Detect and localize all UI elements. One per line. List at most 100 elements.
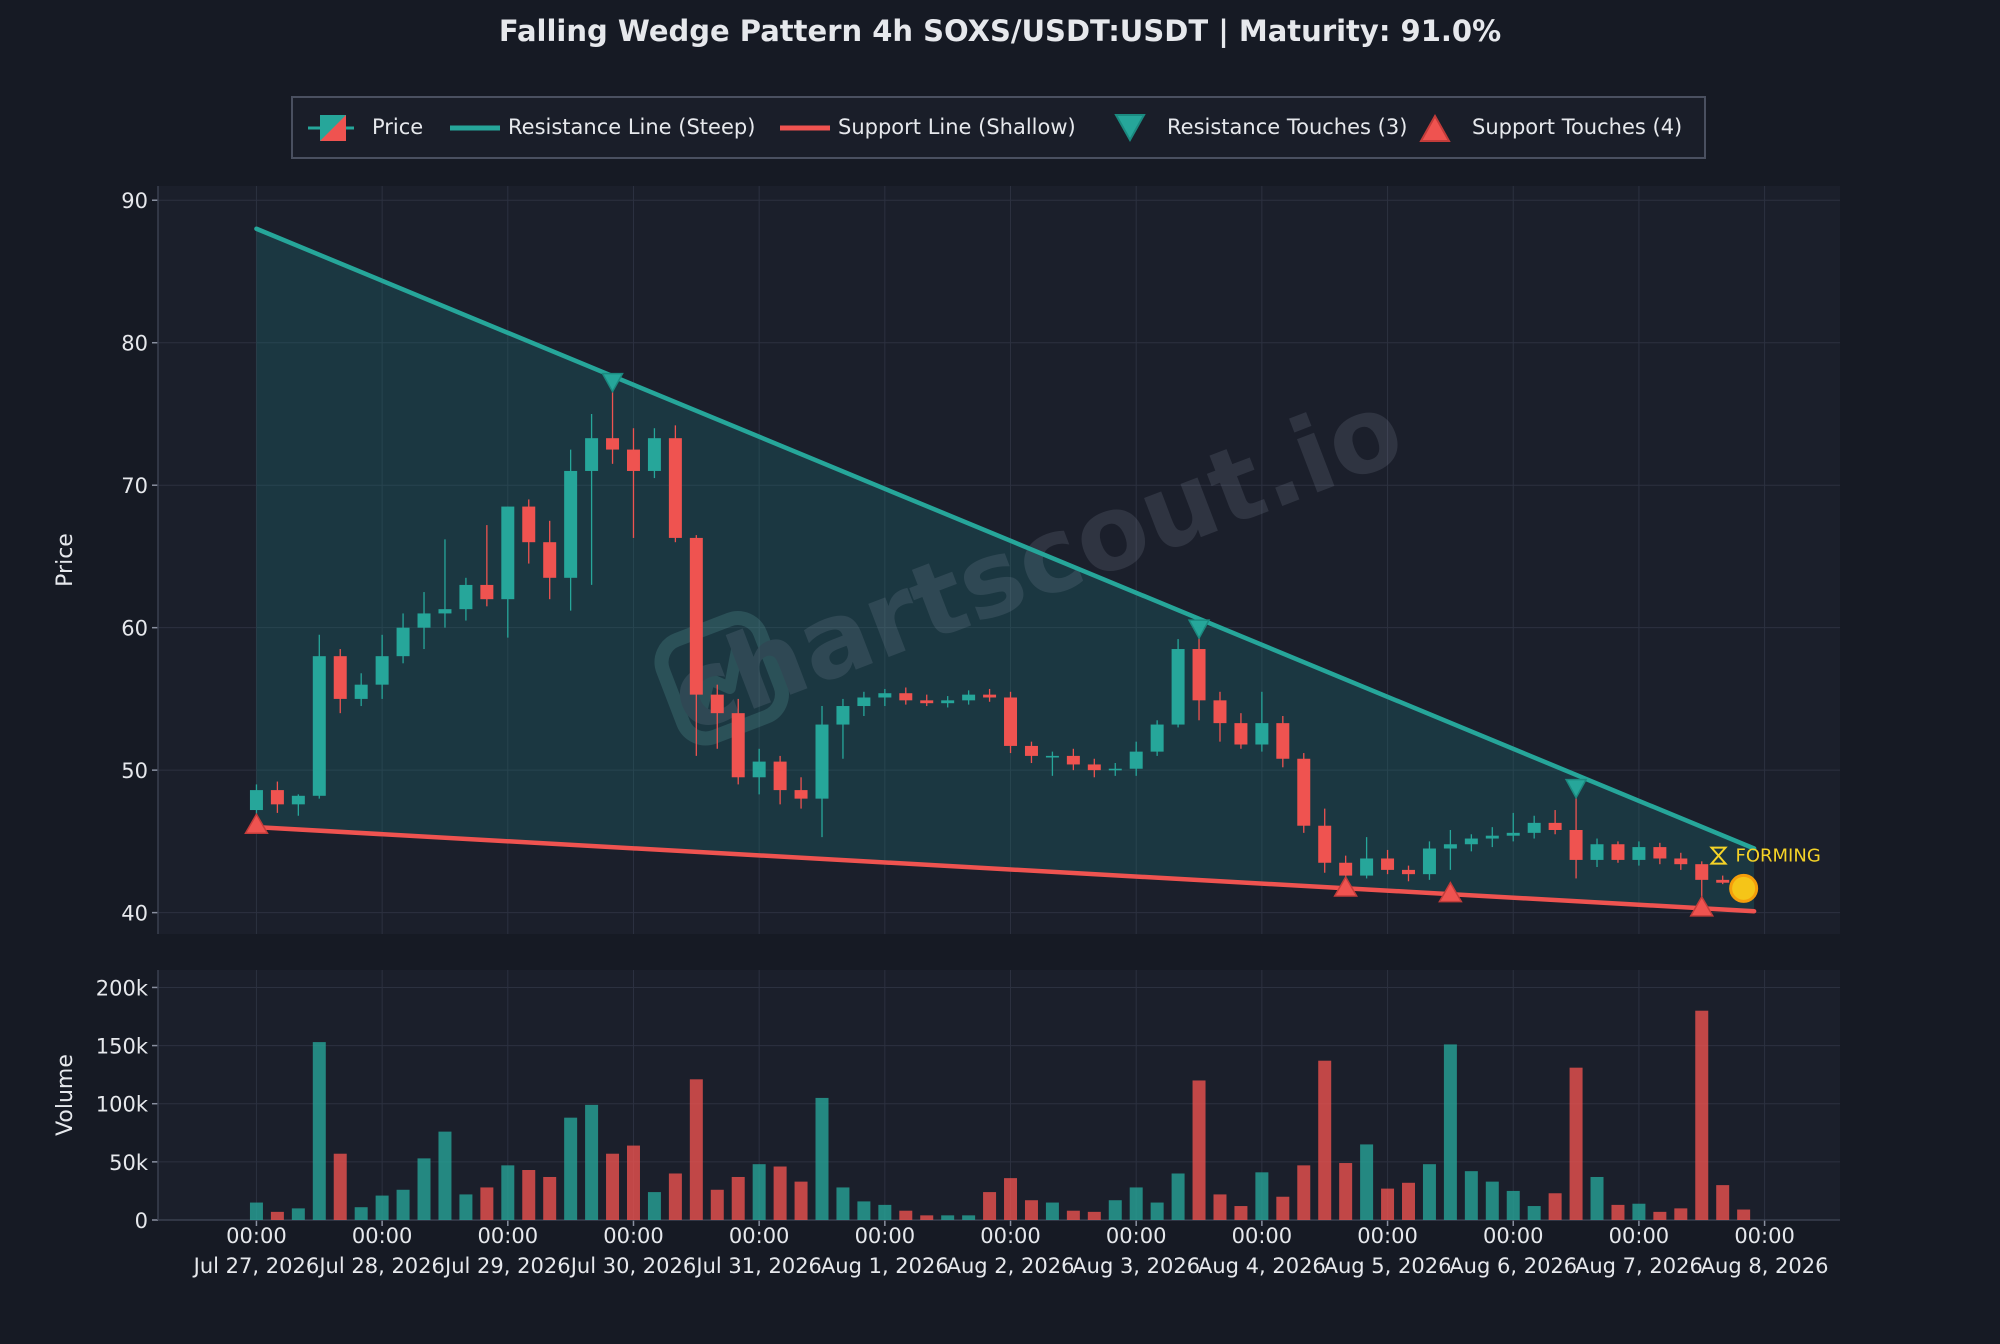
candle-body bbox=[1506, 832, 1520, 836]
volume-bar-up bbox=[1485, 1181, 1499, 1220]
candle-up bbox=[1632, 841, 1646, 866]
x-tick-time-label: 00:00 bbox=[980, 1224, 1041, 1248]
candle-up bbox=[417, 592, 431, 650]
candle-down bbox=[1024, 741, 1038, 764]
candle-body bbox=[459, 584, 473, 610]
candle-up bbox=[941, 696, 955, 708]
volume-bar-down bbox=[626, 1145, 640, 1220]
volume-bar-up bbox=[1506, 1190, 1520, 1220]
x-tick-date-label: Aug 5, 2026 bbox=[1324, 1254, 1452, 1278]
candle-body bbox=[417, 613, 431, 628]
candle-up bbox=[354, 673, 368, 707]
volume-bar-down bbox=[731, 1176, 745, 1220]
candle-body bbox=[1653, 847, 1667, 859]
candle-down bbox=[1066, 748, 1080, 771]
volume-bar-down bbox=[983, 1192, 997, 1220]
volume-tick-label: 50k bbox=[109, 1151, 149, 1175]
candle-body bbox=[1150, 724, 1164, 752]
volume-bar-up bbox=[1422, 1164, 1436, 1220]
x-tick-time-label: 00:00 bbox=[1609, 1224, 1670, 1248]
candle-down bbox=[270, 781, 284, 813]
volume-bar-down bbox=[480, 1187, 494, 1220]
candle-up bbox=[1150, 720, 1164, 756]
x-tick-date-label: Jul 29, 2026 bbox=[443, 1254, 571, 1278]
resistance-line bbox=[254, 226, 1757, 851]
volume-bar-down bbox=[1276, 1196, 1290, 1220]
candle-body bbox=[585, 438, 599, 471]
candle-body bbox=[1381, 858, 1395, 870]
volume-bar-down bbox=[920, 1215, 934, 1220]
volume-bar-up bbox=[438, 1131, 452, 1220]
candle-body bbox=[1485, 835, 1499, 839]
candle-body bbox=[1464, 838, 1478, 845]
volume-tick-label: 100k bbox=[96, 1093, 149, 1117]
candle-body bbox=[1527, 822, 1541, 833]
candle-body bbox=[815, 724, 829, 799]
candle-down bbox=[1318, 808, 1332, 873]
volume-bar-up bbox=[1129, 1187, 1143, 1220]
candle-body bbox=[1674, 858, 1688, 865]
legend-label-support-line: Support Line (Shallow) bbox=[838, 115, 1076, 139]
candle-body bbox=[794, 790, 808, 799]
candle-down bbox=[1569, 790, 1583, 879]
volume-bar-up bbox=[647, 1192, 661, 1220]
price-tick-label: 60 bbox=[121, 617, 148, 641]
price-plot-area bbox=[158, 186, 1840, 934]
price-tick-label: 70 bbox=[121, 474, 148, 498]
candle-up bbox=[1422, 841, 1436, 880]
candle-body bbox=[1632, 847, 1646, 860]
x-tick-date-label: Jul 27, 2026 bbox=[192, 1254, 320, 1278]
candle-up bbox=[1506, 812, 1520, 842]
candle-up bbox=[501, 506, 515, 638]
volume-tick-label: 150k bbox=[96, 1035, 149, 1059]
candle-down bbox=[689, 535, 703, 756]
candle-body bbox=[1234, 723, 1248, 745]
x-tick-time-label: 00:00 bbox=[1483, 1224, 1544, 1248]
candle-body bbox=[1422, 848, 1436, 875]
x-tick-time-label: 00:00 bbox=[352, 1224, 413, 1248]
volume-bar-down bbox=[1402, 1182, 1415, 1220]
candle-up bbox=[396, 613, 410, 664]
candle-down bbox=[668, 425, 682, 543]
down-triangle-legend-icon bbox=[1114, 114, 1146, 143]
volume-bar-down bbox=[333, 1153, 347, 1220]
candle-body bbox=[962, 694, 976, 701]
x-tick-time-label: 00:00 bbox=[1232, 1224, 1293, 1248]
candle-body bbox=[1087, 764, 1101, 771]
candle-body bbox=[920, 700, 934, 704]
candle-body bbox=[857, 697, 871, 707]
volume-bar-down bbox=[1737, 1209, 1751, 1220]
legend-item-resistance-line: Resistance Line (Steep) bbox=[450, 115, 755, 139]
candle-body bbox=[438, 609, 452, 614]
volume-bar-down bbox=[1339, 1163, 1353, 1220]
candle-down bbox=[1297, 753, 1311, 833]
volume-bar-down bbox=[1695, 1010, 1709, 1220]
candle-body bbox=[1695, 864, 1709, 880]
candle-down bbox=[1004, 691, 1018, 754]
candle-down bbox=[1234, 713, 1248, 749]
x-tick-time-label: 00:00 bbox=[855, 1224, 916, 1248]
candle-body bbox=[1548, 822, 1562, 830]
candle-down bbox=[773, 755, 787, 805]
x-tick-date-label: Aug 1, 2026 bbox=[821, 1254, 949, 1278]
candle-body bbox=[1611, 844, 1625, 860]
candle-body bbox=[1443, 844, 1457, 849]
candle-down bbox=[522, 499, 536, 564]
candle-body bbox=[1255, 723, 1269, 745]
candle-up bbox=[878, 688, 892, 707]
candle-body bbox=[1024, 745, 1038, 756]
volume-bar-down bbox=[1653, 1211, 1667, 1220]
candle-body bbox=[1192, 649, 1206, 701]
x-tick-date-label: Aug 4, 2026 bbox=[1198, 1254, 1326, 1278]
candle-down bbox=[1192, 630, 1206, 721]
candle-up bbox=[836, 698, 850, 759]
volume-bar-down bbox=[1066, 1210, 1080, 1220]
volume-bar-down bbox=[1716, 1185, 1730, 1220]
volume-bar-up bbox=[1527, 1206, 1541, 1220]
volume-bar-up bbox=[1255, 1172, 1269, 1220]
resistance-touch-marker bbox=[601, 372, 624, 394]
candle-body bbox=[1171, 649, 1185, 725]
candle-up bbox=[1129, 741, 1143, 776]
